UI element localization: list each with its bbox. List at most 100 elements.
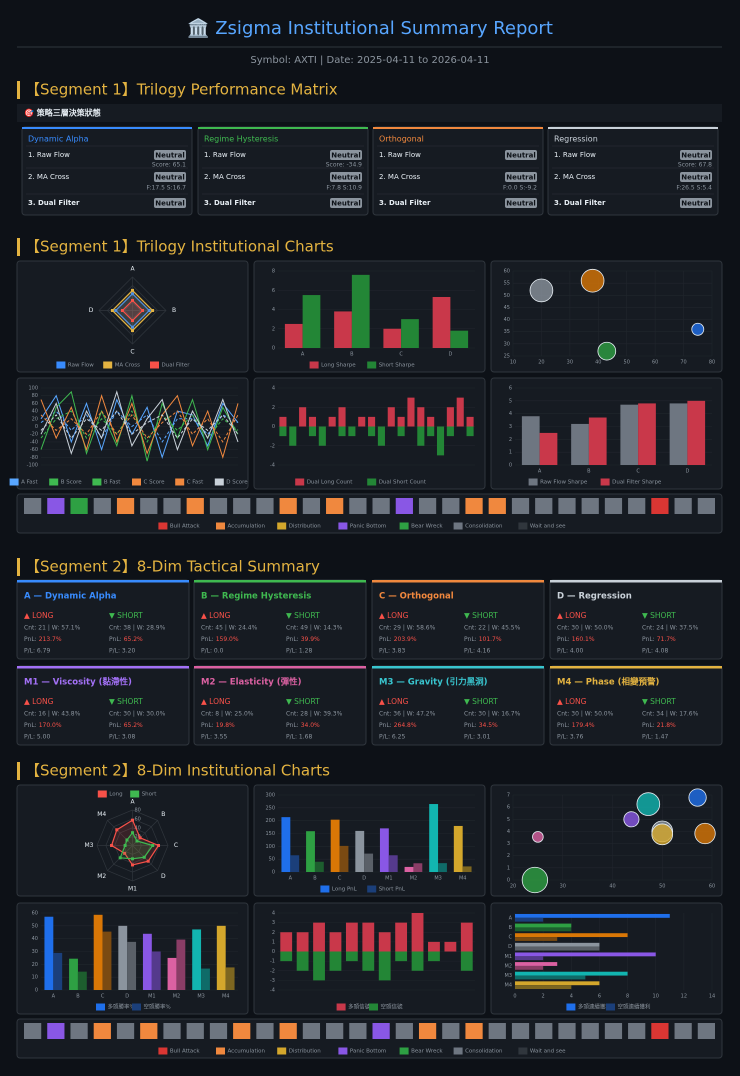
state-cell <box>558 498 576 514</box>
radar-point <box>131 288 134 292</box>
bar <box>308 416 317 427</box>
card-accent <box>548 127 718 129</box>
legend-label: MA Cross <box>115 363 140 369</box>
card-title: Orthogonal <box>379 135 424 144</box>
pnl-value: 170.0% <box>39 722 62 729</box>
status-badge <box>505 172 537 182</box>
state-cell <box>116 498 135 514</box>
bar <box>93 914 103 990</box>
axis-label: D <box>89 307 94 314</box>
state-cell <box>651 1023 669 1039</box>
row-label: 2. MA Cross <box>554 173 595 181</box>
profit-loss: P/L: 0.0 <box>201 648 224 655</box>
bubble <box>688 788 707 807</box>
legend-swatch <box>175 478 185 486</box>
y-tick-label: 30 <box>504 341 510 347</box>
side-label: ▼ SHORT <box>109 611 143 620</box>
legend-label: Dual Filter <box>162 363 191 369</box>
profit-loss: P/L: 3.20 <box>109 648 135 655</box>
x-tick-label: B <box>313 876 317 882</box>
legend-swatch <box>216 522 225 530</box>
legend-label: Consolidation <box>465 524 503 530</box>
side-label: ▲ LONG <box>201 611 231 620</box>
bar <box>280 932 293 952</box>
bubble <box>597 341 617 361</box>
legend-swatch <box>96 1003 105 1011</box>
x-tick-label: 0 <box>513 994 516 1000</box>
bar <box>466 416 474 427</box>
pnl-value: 160.1% <box>572 636 595 643</box>
pnl-label: PnL: <box>286 722 299 729</box>
bar <box>427 416 435 427</box>
radar-point <box>138 836 142 840</box>
x-tick-label: C <box>338 876 342 882</box>
state-cell <box>256 498 274 514</box>
x-tick-label: B <box>587 469 591 475</box>
axis-label: A <box>130 266 135 273</box>
pnl: PnL: 19.8% <box>201 722 235 729</box>
x-tick-label: M3 <box>197 994 205 1000</box>
axis-label: M2 <box>97 873 106 880</box>
y-tick-label: -4 <box>270 988 275 994</box>
bar <box>427 426 435 437</box>
x-tick-label: C <box>399 352 403 358</box>
bar <box>102 931 112 990</box>
count: Cnt: 45 | W: 24.4% <box>201 625 258 632</box>
legend-label: Dual Long Count <box>307 480 354 486</box>
bar <box>397 426 405 437</box>
legend-label: 空頭連續獲利 <box>618 1003 651 1011</box>
legend-swatch <box>158 1047 168 1055</box>
bar <box>118 925 128 990</box>
bar <box>515 952 656 957</box>
bar <box>397 416 405 427</box>
x-tick-label: C <box>636 469 640 475</box>
row-label: 3. Dual Filter <box>28 199 80 207</box>
axis-label: A <box>130 799 135 806</box>
bar <box>515 971 628 976</box>
state-cell <box>558 1023 576 1039</box>
y-tick-label: 3 <box>507 841 510 847</box>
y-tick-label: 250 <box>265 805 275 811</box>
legend-label: Short <box>142 792 158 798</box>
bar <box>687 400 706 465</box>
legend-label: Consolidation <box>465 1049 503 1055</box>
legend-swatch <box>453 522 463 530</box>
bar <box>302 295 321 348</box>
state-cell <box>535 1023 553 1039</box>
pnl-label: PnL: <box>286 636 299 643</box>
legend-label: Long <box>109 792 122 798</box>
y-tick-label: 80 <box>32 393 38 399</box>
bar <box>379 828 389 872</box>
legend-swatch <box>600 478 610 486</box>
legend-swatch <box>56 361 66 369</box>
legend-swatch <box>367 361 377 369</box>
row-label: 1. Raw Flow <box>554 151 596 159</box>
state-cell <box>511 498 530 514</box>
legend-label: Long Sharpe <box>321 363 356 369</box>
count: Cnt: 49 | W: 14.3% <box>286 625 343 632</box>
heading-bar <box>17 558 20 576</box>
x-tick-label: M2 <box>410 876 418 882</box>
legend-label: Raw Flow Sharpe <box>540 480 588 486</box>
state-cell <box>604 1023 623 1039</box>
state-cell <box>697 1023 715 1039</box>
axis-label: B <box>172 307 176 314</box>
state-cell <box>326 1023 344 1039</box>
bubble <box>691 322 705 336</box>
state-cell <box>326 498 344 514</box>
x-tick-label: 50 <box>624 360 630 366</box>
legend-label: 多頭信號 <box>348 1003 371 1011</box>
legend-label: Short Sharpe <box>379 363 416 369</box>
card-accent <box>372 580 544 583</box>
bar <box>362 951 375 971</box>
pnl: PnL: 71.7% <box>642 636 676 643</box>
row-label: 3. Dual Filter <box>204 199 256 207</box>
profit-loss: P/L: 4.16 <box>464 648 490 655</box>
status-badge <box>154 150 186 160</box>
card-title: A — Dynamic Alpha <box>24 592 117 602</box>
bar <box>329 951 342 971</box>
count: Cnt: 30 | W: 50.0% <box>557 625 614 632</box>
state-cell <box>418 1023 437 1039</box>
pnl: PnL: 170.0% <box>24 722 62 729</box>
bar <box>460 922 473 952</box>
